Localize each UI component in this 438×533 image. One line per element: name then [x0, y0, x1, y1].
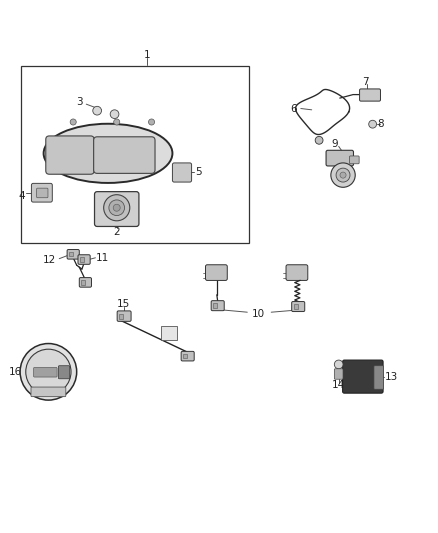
- Circle shape: [331, 163, 355, 187]
- Circle shape: [114, 119, 120, 125]
- Circle shape: [369, 120, 377, 128]
- Text: 13: 13: [385, 373, 399, 383]
- Bar: [80, 257, 84, 262]
- Text: 2: 2: [113, 227, 120, 237]
- Text: 5: 5: [195, 167, 201, 176]
- Circle shape: [20, 344, 77, 400]
- Circle shape: [26, 349, 71, 394]
- FancyBboxPatch shape: [37, 188, 48, 198]
- FancyBboxPatch shape: [350, 156, 359, 164]
- FancyBboxPatch shape: [46, 136, 94, 174]
- Bar: [119, 313, 123, 319]
- FancyBboxPatch shape: [31, 387, 66, 397]
- FancyBboxPatch shape: [173, 163, 191, 182]
- Text: 9: 9: [331, 139, 338, 149]
- Text: 14: 14: [332, 381, 345, 390]
- FancyBboxPatch shape: [32, 183, 52, 202]
- Ellipse shape: [44, 124, 173, 183]
- Circle shape: [336, 168, 350, 182]
- FancyBboxPatch shape: [79, 278, 92, 287]
- Text: 4: 4: [19, 191, 25, 201]
- Bar: [161, 326, 177, 340]
- Text: 6: 6: [291, 103, 297, 114]
- Bar: [21, 66, 250, 243]
- Circle shape: [93, 107, 102, 115]
- Circle shape: [104, 195, 130, 221]
- FancyBboxPatch shape: [78, 255, 90, 264]
- Circle shape: [315, 136, 323, 144]
- FancyBboxPatch shape: [34, 367, 57, 377]
- Circle shape: [334, 360, 343, 369]
- FancyBboxPatch shape: [117, 311, 131, 321]
- Circle shape: [109, 200, 124, 215]
- FancyBboxPatch shape: [205, 265, 227, 280]
- FancyBboxPatch shape: [360, 89, 381, 101]
- FancyBboxPatch shape: [334, 369, 343, 379]
- FancyBboxPatch shape: [181, 351, 194, 361]
- Bar: [213, 303, 217, 308]
- Bar: [184, 354, 187, 358]
- Text: 11: 11: [96, 253, 110, 263]
- Text: 3: 3: [76, 97, 83, 107]
- FancyBboxPatch shape: [58, 366, 70, 379]
- Circle shape: [70, 119, 76, 125]
- Text: 16: 16: [9, 367, 22, 377]
- Text: 7: 7: [362, 77, 368, 86]
- FancyBboxPatch shape: [326, 150, 353, 166]
- FancyBboxPatch shape: [374, 366, 384, 389]
- Bar: [294, 304, 297, 309]
- FancyBboxPatch shape: [343, 360, 383, 393]
- Text: 12: 12: [42, 255, 56, 264]
- FancyBboxPatch shape: [286, 265, 308, 280]
- FancyBboxPatch shape: [211, 301, 224, 311]
- Circle shape: [113, 204, 120, 211]
- Text: 8: 8: [377, 119, 384, 129]
- Circle shape: [340, 172, 346, 178]
- Text: 15: 15: [117, 299, 130, 309]
- Circle shape: [148, 119, 155, 125]
- Text: 1: 1: [143, 51, 150, 60]
- FancyBboxPatch shape: [292, 302, 305, 312]
- FancyBboxPatch shape: [67, 249, 79, 259]
- FancyBboxPatch shape: [95, 192, 139, 227]
- Bar: [69, 252, 73, 256]
- Bar: [81, 280, 85, 285]
- Circle shape: [110, 110, 119, 118]
- Text: 10: 10: [251, 309, 265, 319]
- FancyBboxPatch shape: [94, 137, 155, 173]
